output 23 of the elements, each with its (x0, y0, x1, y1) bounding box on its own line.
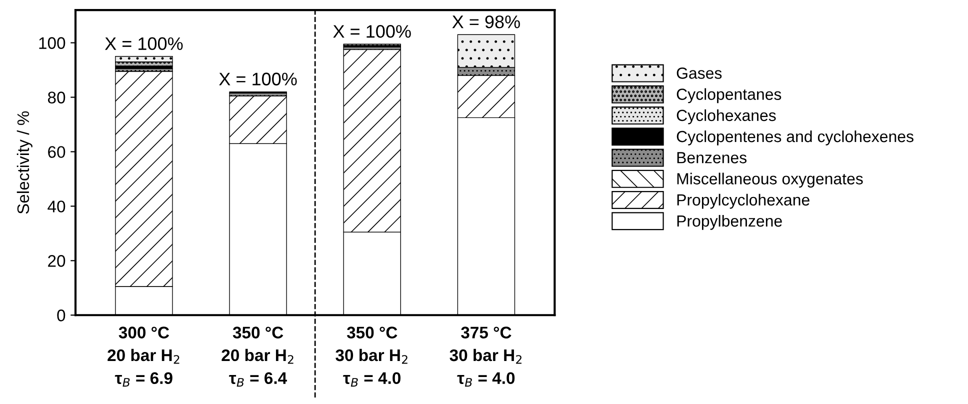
y-tick-label: 20 (48, 255, 66, 267)
legend-label: Gases (676, 68, 722, 79)
y-axis-title: Selectivity / % (16, 111, 32, 214)
y-tick-label: 100 (39, 37, 66, 49)
annotation: X = 98% (452, 15, 520, 28)
category-label: 350 °C 30 bar H$_{2}$ τ$_{B}$ = 4.0 (336, 326, 408, 387)
y-tick-label: 60 (48, 146, 66, 158)
legend-label: Cyclopentenes and cyclohexenes (676, 130, 914, 146)
annotation: X = 100% (333, 25, 411, 38)
annotation: X = 100% (219, 72, 297, 86)
legend-label: Cyclohexanes (676, 109, 776, 124)
legend-label: Benzenes (677, 152, 747, 164)
category-label: 350 °C 20 bar H$_{2}$ τ$_{B}$ = 6.4 (222, 326, 294, 387)
annotation: X = 100% (104, 37, 183, 50)
category-label: 375 °C 30 bar H$_{2}$ τ$_{B}$ = 4.0 (450, 326, 522, 387)
legend-label: Miscellaneous oxygenates (677, 172, 863, 188)
legend-label: Propylbenzene (677, 214, 782, 230)
category-label: 300 °C 20 bar H$_{2}$ τ$_{B}$ = 6.9 (108, 326, 180, 387)
y-tick-label: 0 (57, 310, 66, 322)
y-tick-label: 40 (48, 200, 66, 212)
legend-label: Cyclopentanes (676, 88, 782, 104)
legend-label: Propylcyclohexane (677, 194, 810, 209)
y-tick-label: 80 (48, 92, 66, 104)
